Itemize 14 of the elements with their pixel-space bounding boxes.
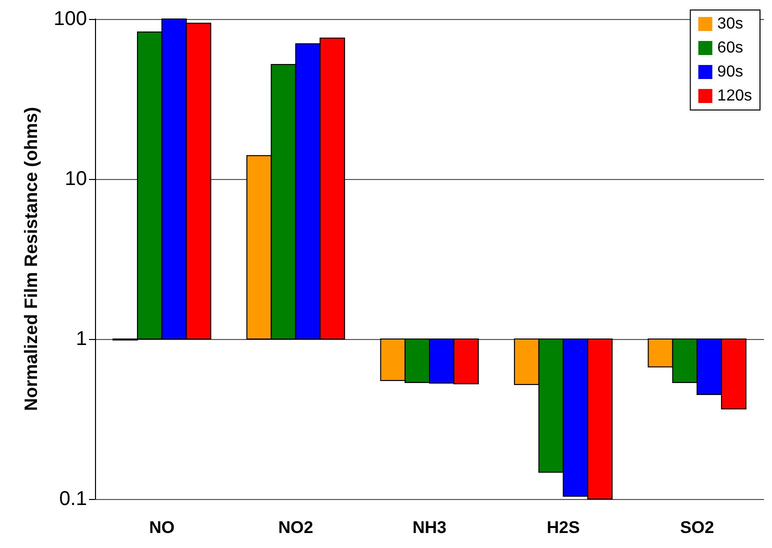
legend-label: 30s [717, 16, 744, 32]
legend-label: 120s [717, 88, 752, 104]
x-tick-label: NH3 [412, 518, 447, 537]
y-tick-label: 1 [76, 328, 87, 350]
x-tick-label: SO2 [680, 518, 714, 537]
x-tick-label: H2S [546, 518, 580, 537]
y-axis-title: Normalized Film Resistance (ohms) [21, 106, 41, 412]
y-tick-label: 0.1 [59, 488, 87, 510]
legend-label: 90s [717, 64, 744, 80]
y-tick-label: 10 [64, 168, 87, 190]
x-tick-label: NO2 [278, 518, 314, 537]
legend-label: 60s [717, 40, 744, 56]
y-tick-label: 100 [54, 8, 87, 30]
x-tick-label: NO [149, 518, 175, 537]
